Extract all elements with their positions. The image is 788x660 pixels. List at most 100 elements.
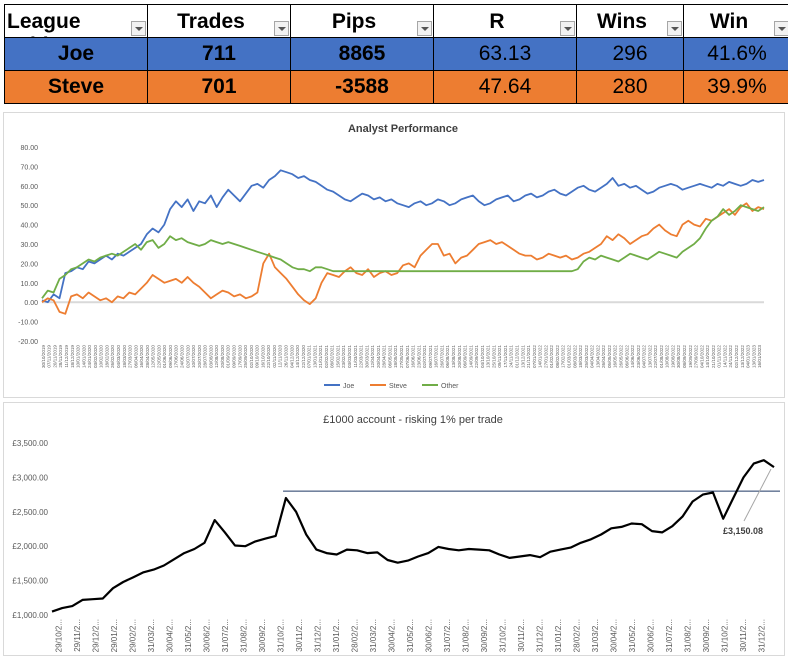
- cell-wins[interactable]: 280: [577, 71, 684, 104]
- x-tick-label: 24/01/2020: [87, 345, 92, 368]
- x-tick-label: 20/07/2020: [197, 345, 202, 368]
- x-tick-label: 16/10/2020: [260, 345, 265, 368]
- x-tick-label: 31/03/2...: [591, 619, 600, 652]
- x-tick-label: 17/11/2021: [503, 345, 508, 368]
- x-tick-label: 07/01/2022: [532, 345, 537, 368]
- cell-name[interactable]: Steve: [5, 71, 148, 104]
- x-tick-label: 02/10/2020: [249, 345, 254, 368]
- cell-text: 47.64: [434, 75, 576, 99]
- x-tick-label: 04/01/2023: [746, 345, 751, 368]
- x-tick-label: 14/01/2020: [81, 345, 86, 368]
- cell-text: Steve: [5, 75, 147, 99]
- x-tick-label: 06/09/2021: [463, 345, 468, 368]
- x-tick-label: 17/06/2020: [174, 345, 179, 368]
- y-tick-label: £3,500.00: [12, 439, 48, 448]
- x-tick-label: 31/12/2...: [536, 619, 545, 652]
- x-tick-label: 26/02/2020: [110, 345, 115, 368]
- x-tick-label: 01/12/2021: [515, 345, 520, 368]
- x-tick-label: 30/06/2...: [202, 619, 211, 652]
- series-line-joe: [42, 170, 764, 302]
- cell-win-rate[interactable]: 41.6%: [684, 38, 788, 71]
- x-tick-label: 25/03/2022: [584, 345, 589, 368]
- x-tick-label: 21/12/2021: [526, 345, 531, 368]
- league-table: League Tabl Trades Pips R Wins Win Rate …: [4, 4, 788, 104]
- cell-r[interactable]: 63.13: [434, 38, 577, 71]
- x-tick-label: 08/09/2022: [682, 345, 687, 368]
- cell-text: -3588: [291, 75, 433, 99]
- y-tick-label: 60.00: [20, 184, 38, 191]
- x-tick-label: 13/10/2021: [486, 345, 491, 368]
- filter-dropdown-icon[interactable]: [131, 21, 146, 36]
- x-tick-label: 22/07/2022: [653, 345, 658, 368]
- filter-dropdown-icon[interactable]: [417, 21, 432, 36]
- x-tick-label: 26/07/2021: [439, 345, 444, 368]
- x-tick-label: 03/02/2020: [93, 345, 98, 368]
- header-trades: Trades: [148, 5, 291, 38]
- filter-dropdown-icon[interactable]: [274, 21, 289, 36]
- x-tick-label: 23/06/2022: [636, 345, 641, 368]
- x-tick-label: 08/02/2022: [555, 345, 560, 368]
- x-tick-label: 26/11/2020: [283, 345, 288, 368]
- x-tick-label: 18/03/2020: [122, 345, 127, 368]
- x-tick-label: 10/01/2020: [76, 345, 81, 368]
- cell-text: 711: [148, 42, 290, 66]
- filter-dropdown-icon[interactable]: [774, 21, 788, 36]
- x-tick-label: 01/06/2020: [162, 345, 167, 368]
- x-tick-label: 18/05/2021: [393, 345, 398, 368]
- legend-label-steve: Steve: [389, 383, 407, 390]
- x-tick-label: 17/09/2020: [237, 345, 242, 368]
- x-tick-label: 29/12/2...: [91, 619, 100, 652]
- chart-title: £1000 account - risking 1% per trade: [323, 414, 503, 426]
- x-tick-label: 22/05/2020: [156, 345, 161, 368]
- x-tick-label: 31/05/2...: [406, 619, 415, 652]
- x-tick-label: 28/02/2...: [350, 619, 359, 652]
- x-tick-label: 24/11/2021: [509, 345, 514, 368]
- x-tick-label: 06/06/2022: [624, 345, 629, 368]
- cell-name[interactable]: Joe: [5, 38, 148, 71]
- x-tick-label: 30/11/2...: [295, 619, 304, 652]
- y-tick-label: 80.00: [20, 145, 38, 152]
- cell-pips[interactable]: -3588: [291, 71, 434, 104]
- cell-pips[interactable]: 8865: [291, 38, 434, 71]
- y-tick-label: £1,000.00: [12, 611, 48, 620]
- x-tick-label: 22/03/2021: [359, 345, 364, 368]
- cell-text: 296: [577, 42, 683, 66]
- x-tick-label: 01/08/2022: [659, 345, 664, 368]
- x-tick-label: 30/06/2...: [425, 619, 434, 652]
- x-tick-label: 09/07/2021: [428, 345, 433, 368]
- x-tick-label: 03/03/2021: [347, 345, 352, 368]
- x-tick-label: 23/06/2021: [416, 345, 421, 368]
- x-tick-label: 18/03/2022: [578, 345, 583, 368]
- x-tick-label: 13/01/2021: [312, 345, 317, 368]
- x-tick-label: 08/03/2022: [572, 345, 577, 368]
- x-tick-label: 21/10/2022: [711, 345, 716, 368]
- cell-trades[interactable]: 701: [148, 71, 291, 104]
- header-win-rate: Win Rate: [684, 5, 788, 38]
- cell-text: 41.6%: [684, 42, 788, 66]
- x-tick-label: 31/12/2...: [758, 619, 767, 652]
- cell-win-rate[interactable]: 39.9%: [684, 71, 788, 104]
- x-tick-label: 04/03/2020: [116, 345, 121, 368]
- x-tick-label: 19/09/2022: [688, 345, 693, 368]
- y-tick-label: 70.00: [20, 164, 38, 171]
- x-tick-label: 13/07/2022: [647, 345, 652, 368]
- sort-filter-icon[interactable]: [560, 21, 575, 36]
- filter-dropdown-icon[interactable]: [667, 21, 682, 36]
- y-tick-label: 10.00: [20, 281, 38, 288]
- table-row: Steve 701 -3588 47.64 280 39.9%: [5, 71, 788, 104]
- x-tick-label: 20/08/2020: [220, 345, 225, 368]
- x-tick-label: 28/04/2020: [145, 345, 150, 368]
- cell-text: 63.13: [434, 42, 576, 66]
- cell-r[interactable]: 47.64: [434, 71, 577, 104]
- cell-wins[interactable]: 296: [577, 38, 684, 71]
- x-tick-label: 12/08/2020: [214, 345, 219, 368]
- x-tick-label: 18/12/2019: [70, 345, 75, 368]
- x-tick-label: 31/01/2...: [332, 619, 341, 652]
- x-tick-label: 11/03/2021: [353, 345, 358, 368]
- account-balance-chart[interactable]: £1000 account - risking 1% per trade £1,0…: [3, 402, 785, 656]
- cell-trades[interactable]: 711: [148, 38, 291, 71]
- x-tick-label: 12/04/2021: [370, 345, 375, 368]
- series-line-balance: [52, 460, 774, 611]
- x-tick-label: 31/10/2...: [721, 619, 730, 652]
